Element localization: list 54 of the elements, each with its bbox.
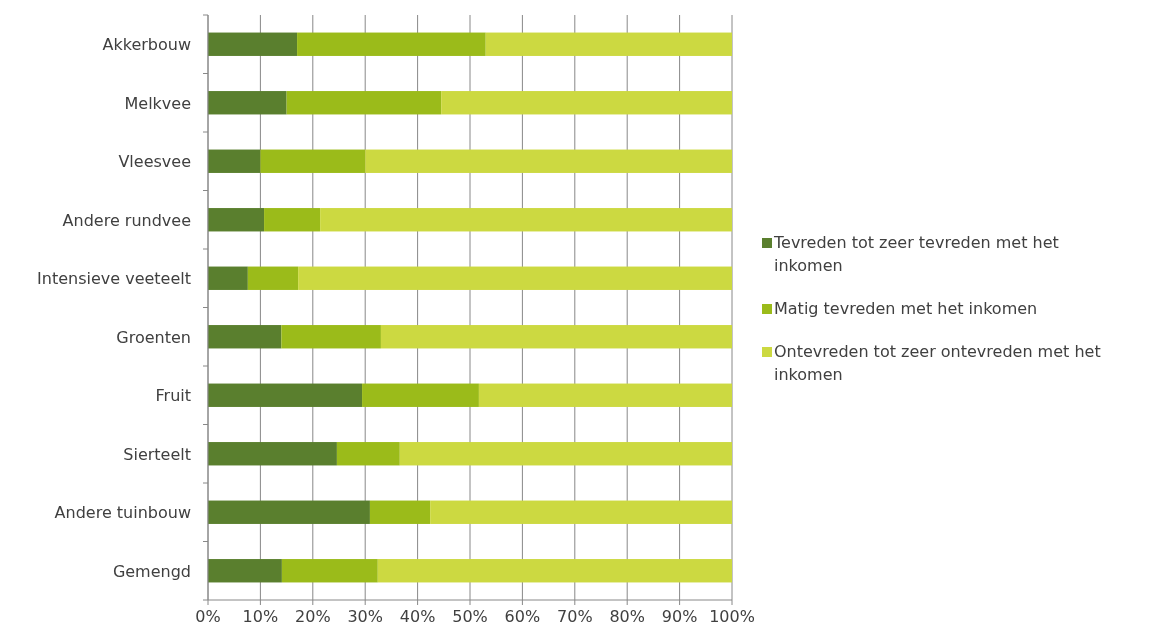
bar	[336, 442, 400, 466]
legend-label: Ontevreden tot zeer ontevreden met het inkomen	[774, 342, 1101, 384]
bar	[369, 500, 431, 524]
bar	[208, 208, 265, 232]
y-tick-label: Akkerbouw	[102, 35, 191, 55]
x-tick-label: 40%	[399, 607, 436, 624]
bar	[365, 149, 732, 173]
y-tick-label: Melkvee	[124, 93, 191, 113]
x-tick-label: 20%	[295, 607, 331, 624]
bar	[399, 442, 732, 466]
bar	[485, 32, 732, 56]
bar	[208, 266, 248, 290]
bar	[281, 559, 378, 583]
bar	[208, 325, 282, 349]
x-tick-label: 10%	[242, 607, 279, 624]
x-tick-label: 100%	[709, 607, 755, 624]
x-tick-label: 70%	[557, 607, 593, 624]
bar	[260, 149, 366, 173]
y-tick-label: Groenten	[116, 327, 191, 347]
x-tick-label: 80%	[609, 607, 645, 624]
bar	[247, 266, 299, 290]
bar	[208, 91, 287, 115]
bar	[208, 559, 282, 583]
bar	[208, 383, 363, 407]
bar	[208, 500, 370, 524]
bar	[298, 266, 732, 290]
x-tick-label: 50%	[452, 607, 488, 624]
bar	[478, 383, 732, 407]
bar	[377, 559, 732, 583]
bar	[208, 32, 298, 56]
y-tick-label: Gemengd	[112, 561, 191, 581]
y-tick-label: Sierteelt	[123, 444, 191, 464]
y-tick-label: Intensieve veeteelt	[37, 269, 191, 289]
x-tick-label: 60%	[504, 607, 541, 624]
y-tick-label: Andere rundvee	[62, 210, 191, 230]
bar	[430, 500, 732, 524]
bar	[380, 325, 732, 349]
y-tick-label: Vleesvee	[118, 152, 191, 172]
y-tick-label: Fruit	[155, 386, 191, 406]
bar	[441, 91, 732, 115]
bar	[264, 208, 321, 232]
x-tick-label: 0%	[195, 607, 221, 624]
bar	[297, 32, 486, 56]
x-tick-label: 90%	[661, 607, 698, 624]
legend-label: Matig tevreden met het inkomen	[774, 299, 1038, 318]
bar	[208, 442, 337, 466]
bar	[286, 91, 442, 115]
legend-label: Tevreden tot zeer tevreden met het inkomen	[773, 233, 1059, 275]
bar	[281, 325, 381, 349]
y-tick-label: Andere tuinbouw	[54, 503, 191, 523]
x-tick-label: 30%	[347, 607, 383, 624]
bar	[362, 383, 479, 407]
bar	[208, 149, 261, 173]
bar	[320, 208, 732, 232]
